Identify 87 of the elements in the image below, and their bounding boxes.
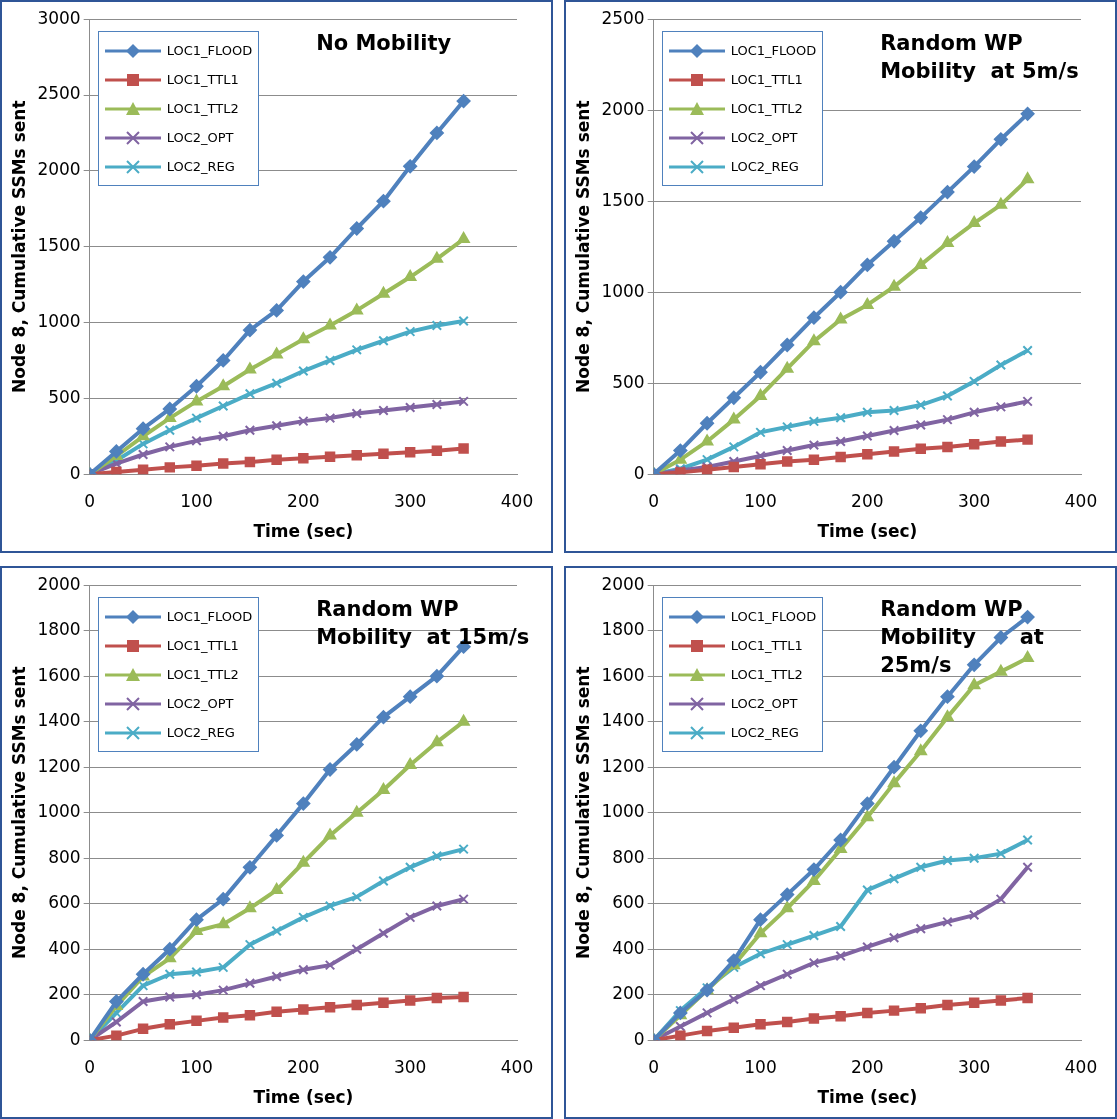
text: Random WP Mobility at 5m/s [880, 30, 1079, 86]
y-tick-label: 1000 [37, 801, 81, 822]
x-tick-label: 100 [180, 1056, 213, 1077]
text: No Mobility [316, 30, 452, 58]
x-axis-title: Time (sec) [253, 521, 354, 542]
x-tick-label: 300 [957, 1056, 991, 1077]
x-tick-label: 0 [84, 490, 96, 511]
legend-label: LOC1_FLOOD [730, 609, 817, 625]
y-tick-label: 1500 [601, 189, 645, 210]
x-tick-label: 200 [851, 1056, 884, 1077]
y-tick-label: 200 [48, 983, 81, 1004]
text: Random WP Mobility at 15m/s [316, 596, 530, 652]
legend-label: LOC1_TTL2 [166, 101, 239, 117]
x-tick-label: 100 [744, 490, 777, 511]
x-tick-label: 400 [1064, 490, 1098, 511]
y-tick-label: 1400 [601, 710, 645, 731]
y-tick-label: 800 [48, 846, 81, 867]
y-tick-label: 0 [69, 1028, 81, 1049]
x-tick-label: 100 [180, 490, 213, 511]
y-tick-label: 500 [48, 386, 81, 407]
x-tick-label: 0 [648, 490, 660, 511]
x-tick-label: 400 [500, 1056, 534, 1077]
x-tick-label: 300 [393, 1056, 427, 1077]
y-tick-label: 1200 [37, 755, 81, 776]
y-tick-label: 0 [69, 462, 81, 483]
y-tick-label: 2500 [601, 7, 645, 28]
x-tick-label: 200 [851, 490, 884, 511]
y-tick-label: 1200 [601, 755, 645, 776]
legend-label: LOC1_TTL2 [730, 667, 803, 683]
y-tick-label: 2000 [601, 98, 645, 119]
legend-label: LOC1_TTL1 [166, 72, 239, 88]
legend-label: LOC2_REG [166, 725, 235, 741]
y-tick-label: 600 [612, 892, 645, 913]
x-axis-title: Time (sec) [817, 1087, 918, 1108]
legend-label: LOC2_REG [730, 725, 799, 741]
x-axis-title: Time (sec) [253, 1087, 354, 1108]
y-tick-label: 800 [612, 846, 645, 867]
y-axis-title: Node 8, Cumulative SSMs sent [8, 100, 29, 393]
legend-label: LOC2_REG [730, 159, 799, 175]
x-tick-label: 400 [1064, 1056, 1098, 1077]
legend-label: LOC1_TTL2 [166, 667, 239, 683]
legend-label: LOC2_OPT [166, 696, 234, 712]
y-tick-label: 0 [633, 1028, 645, 1049]
x-axis-title: Time (sec) [817, 521, 918, 542]
y-tick-label: 1800 [601, 619, 645, 640]
legend-label: LOC1_TTL1 [730, 638, 803, 654]
y-tick-label: 2000 [37, 159, 81, 180]
x-tick-label: 200 [287, 1056, 320, 1077]
x-tick-label: 0 [84, 1056, 96, 1077]
y-tick-label: 400 [612, 937, 645, 958]
y-tick-label: 1500 [37, 235, 81, 256]
y-tick-label: 200 [612, 983, 645, 1004]
y-tick-label: 1000 [601, 801, 645, 822]
legend-label: LOC1_FLOOD [730, 43, 817, 59]
legend-label: LOC1_TTL1 [730, 72, 803, 88]
legend-label: LOC2_OPT [730, 696, 798, 712]
y-tick-label: 1000 [601, 280, 645, 301]
legend-label: LOC2_OPT [730, 130, 798, 146]
x-tick-label: 0 [648, 1056, 660, 1077]
y-tick-label: 500 [612, 371, 645, 392]
y-tick-label: 1400 [37, 710, 81, 731]
y-tick-label: 2000 [37, 573, 81, 594]
x-tick-label: 200 [287, 490, 320, 511]
y-axis-title: Node 8, Cumulative SSMs sent [8, 666, 29, 959]
y-tick-label: 1000 [37, 310, 81, 331]
y-tick-label: 3000 [37, 7, 81, 28]
y-tick-label: 0 [633, 462, 645, 483]
x-tick-label: 100 [744, 1056, 777, 1077]
y-tick-label: 2000 [601, 573, 645, 594]
y-tick-label: 2500 [37, 83, 81, 104]
x-tick-label: 300 [957, 490, 991, 511]
legend-label: LOC1_TTL1 [166, 638, 239, 654]
text: Random WP Mobility at 25m/s [880, 596, 1044, 680]
legend-label: LOC1_FLOOD [166, 609, 253, 625]
legend-label: LOC2_REG [166, 159, 235, 175]
y-tick-label: 1800 [37, 619, 81, 640]
legend-label: LOC1_TTL2 [730, 101, 803, 117]
y-tick-label: 1600 [37, 664, 81, 685]
y-tick-label: 1600 [601, 664, 645, 685]
y-axis-title: Node 8, Cumulative SSMs sent [572, 666, 593, 959]
x-tick-label: 300 [393, 490, 427, 511]
legend-label: LOC2_OPT [166, 130, 234, 146]
y-tick-label: 600 [48, 892, 81, 913]
legend-label: LOC1_FLOOD [166, 43, 253, 59]
y-axis-title: Node 8, Cumulative SSMs sent [572, 100, 593, 393]
y-tick-label: 400 [48, 937, 81, 958]
x-tick-label: 400 [500, 490, 534, 511]
